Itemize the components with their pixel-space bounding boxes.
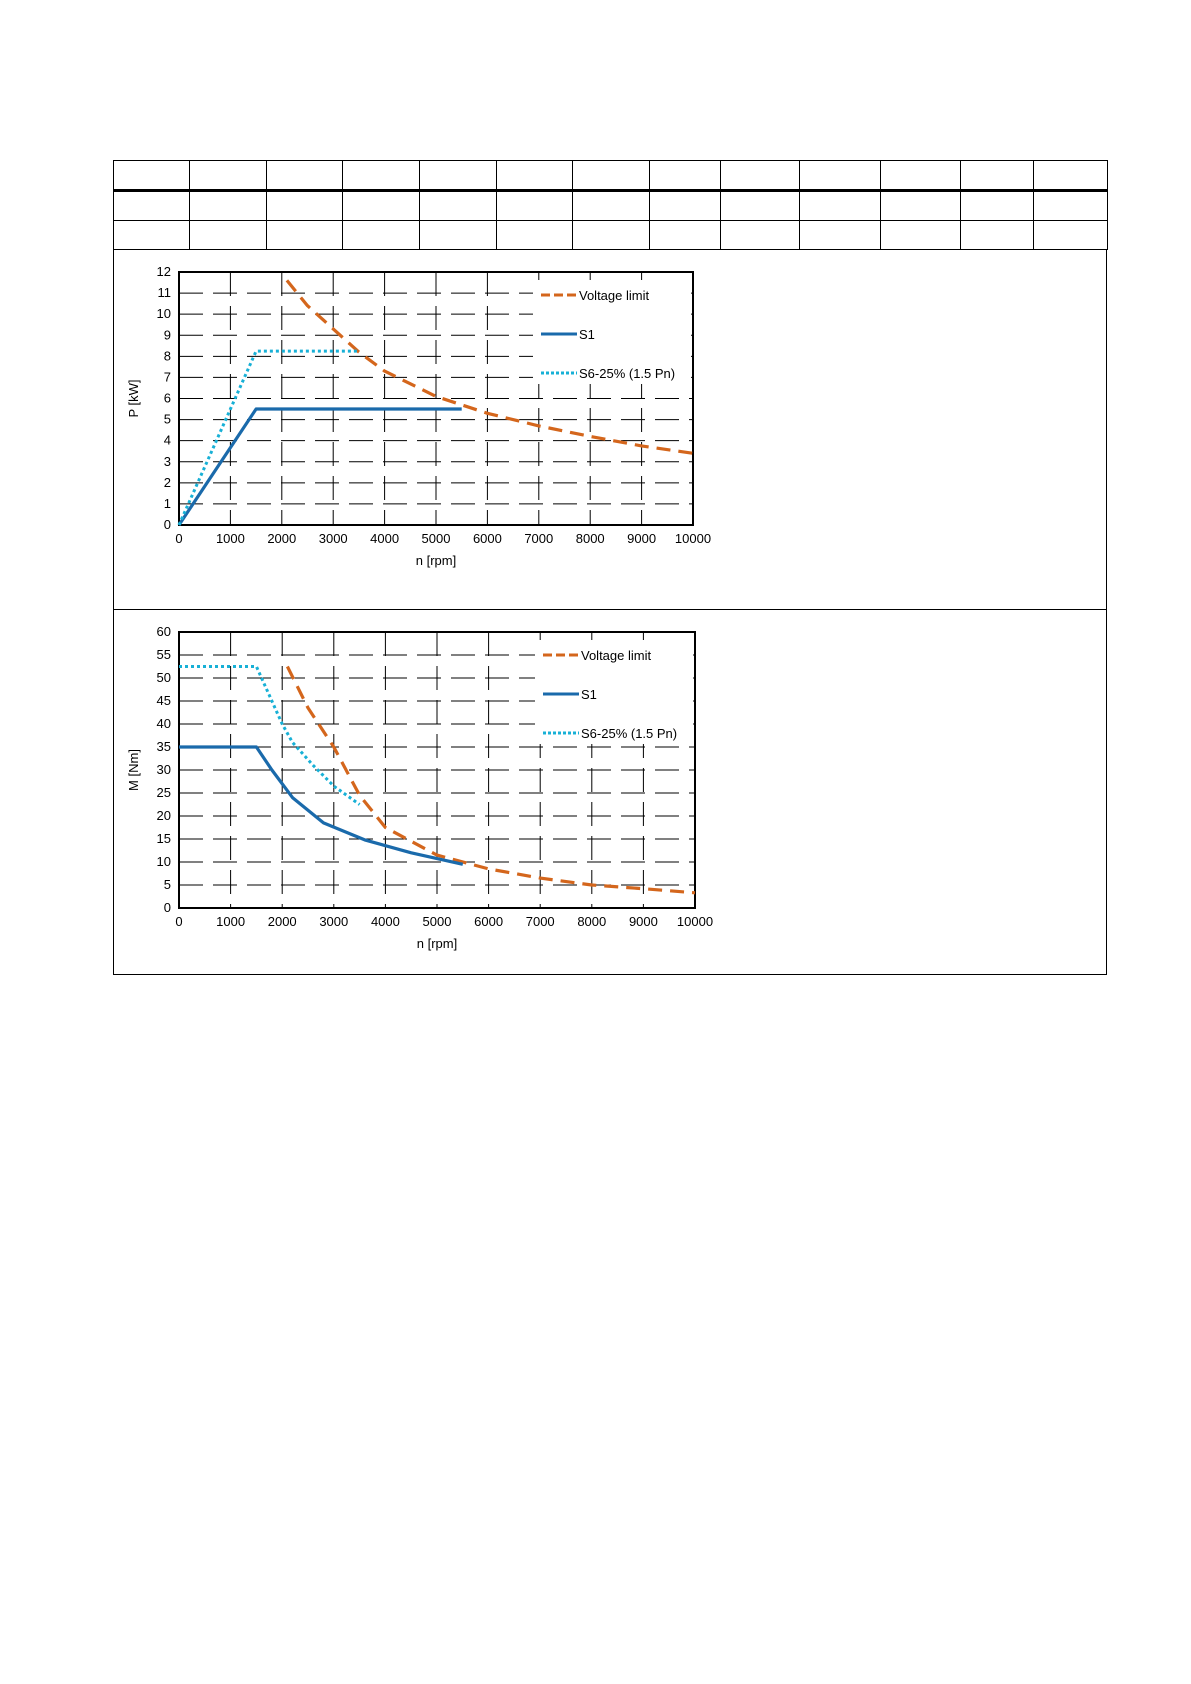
y-tick-label: 25 (157, 785, 171, 800)
y-tick-label: 10 (157, 306, 171, 321)
x-tick-label: 1000 (216, 531, 245, 546)
y-tick-label: 0 (164, 900, 171, 915)
x-tick-label: 0 (175, 531, 182, 546)
legend-label: S1 (579, 327, 595, 342)
x-tick-label: 2000 (267, 531, 296, 546)
torque-chart-panel: 0 5 10 15 20 25 30 35 40 45 50 55 60 0 1000 2000 3000 400… (113, 610, 1107, 975)
x-tick-label: 7000 (524, 531, 553, 546)
x-tick-label: 8000 (577, 914, 606, 929)
y-tick-label: 20 (157, 808, 171, 823)
x-tick-label: 10000 (677, 914, 713, 929)
x-axis-label: n [rpm] (416, 553, 456, 568)
x-tick-label: 8000 (576, 531, 605, 546)
y-tick-label: 4 (164, 433, 171, 448)
y-tick-label: 10 (157, 854, 171, 869)
y-tick-label: 6 (164, 391, 171, 406)
legend-label: Voltage limit (579, 288, 649, 303)
series-line (285, 665, 696, 895)
plot-area (178, 631, 696, 909)
plot-area (178, 271, 694, 526)
x-tick-label: 0 (175, 914, 182, 929)
legend-label: S6-25% (1.5 Pn) (579, 366, 675, 381)
x-tick-label: 9000 (629, 914, 658, 929)
x-axis-label: n [rpm] (417, 936, 457, 951)
x-tick-label: 6000 (474, 914, 503, 929)
series-line (285, 279, 694, 455)
legend-background (535, 640, 693, 744)
x-tick-label: 1000 (216, 914, 245, 929)
legend-label: S1 (581, 687, 597, 702)
y-tick-label: 45 (157, 693, 171, 708)
y-tick-label: 1 (164, 496, 171, 511)
x-tick-label: 4000 (370, 531, 399, 546)
x-tick-label: 7000 (526, 914, 555, 929)
y-tick-label: 40 (157, 716, 171, 731)
header-row (113, 190, 1108, 221)
x-tick-label: 9000 (627, 531, 656, 546)
y-tick-label: 3 (164, 454, 171, 469)
x-tick-label: 2000 (268, 914, 297, 929)
y-tick-label: 55 (157, 647, 171, 662)
y-tick-label: 60 (157, 624, 171, 639)
x-tick-label: 5000 (422, 531, 451, 546)
series-line (177, 407, 462, 526)
y-tick-label: 12 (157, 264, 171, 279)
x-tick-label: 3000 (319, 914, 348, 929)
series-line (179, 665, 361, 806)
y-tick-label: 11 (158, 285, 172, 300)
y-axis-label: M [Nm] (126, 749, 141, 791)
y-tick-label: 8 (164, 348, 171, 363)
y-tick-label: 5 (164, 412, 171, 427)
y-axis-label: P [kW] (126, 379, 141, 417)
x-tick-label: 4000 (371, 914, 400, 929)
y-tick-label: 9 (164, 327, 171, 342)
power-chart-panel: 0 1 2 3 4 5 6 7 8 9 10 11 12 0 1000 2000 3000 4000 5000 600… (113, 250, 1107, 610)
y-tick-label: 50 (157, 670, 171, 685)
header-row (113, 220, 1108, 250)
legend-label: Voltage limit (581, 648, 651, 663)
header-table (113, 160, 1108, 250)
y-tick-label: 35 (157, 739, 171, 754)
y-tick-label: 7 (164, 369, 171, 384)
y-tick-label: 30 (157, 762, 171, 777)
grid (179, 272, 693, 525)
legend-background (533, 280, 691, 384)
x-tick-label: 5000 (423, 914, 452, 929)
y-tick-label: 2 (164, 475, 171, 490)
legend-label: S6-25% (1.5 Pn) (581, 726, 677, 741)
x-tick-label: 6000 (473, 531, 502, 546)
x-tick-label: 3000 (319, 531, 348, 546)
series-line (177, 349, 359, 526)
y-tick-label: 15 (157, 831, 171, 846)
series-line (179, 745, 464, 866)
y-tick-label: 0 (164, 517, 171, 532)
datasheet-frame: 0 1 2 3 4 5 6 7 8 9 10 11 12 0 1000 2000 3000 4000 5000 600… (113, 160, 1108, 975)
torque-chart: 0 5 10 15 20 25 30 35 40 45 50 55 60 0 1000 2000 3000 400… (126, 624, 713, 951)
x-tick-label: 10000 (675, 531, 711, 546)
header-row (113, 160, 1108, 192)
y-tick-label: 5 (164, 877, 171, 892)
